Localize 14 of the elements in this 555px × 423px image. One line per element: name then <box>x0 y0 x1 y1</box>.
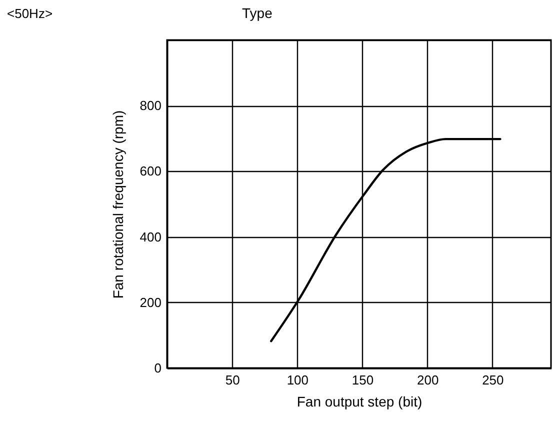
text: <50Hz> <box>7 6 53 21</box>
y-tick-label: 0 <box>154 360 162 376</box>
x-axis-title: Fan output step (bit) <box>296 394 422 410</box>
x-tick-label: 100 <box>286 372 309 388</box>
x-tick-label: 250 <box>482 372 504 388</box>
y-axis-title: Fan rotational frequency (rpm) <box>110 110 126 299</box>
x-tick-label: 150 <box>352 372 374 388</box>
y-tick-label: 800 <box>140 98 162 114</box>
y-tick-label: 200 <box>140 294 162 310</box>
chart-title: Type <box>242 5 273 21</box>
y-tick-label: 400 <box>140 229 162 244</box>
x-tick-label: 200 <box>416 372 439 388</box>
x-tick-label: 50 <box>225 372 240 388</box>
y-tick-label: 600 <box>140 164 162 179</box>
